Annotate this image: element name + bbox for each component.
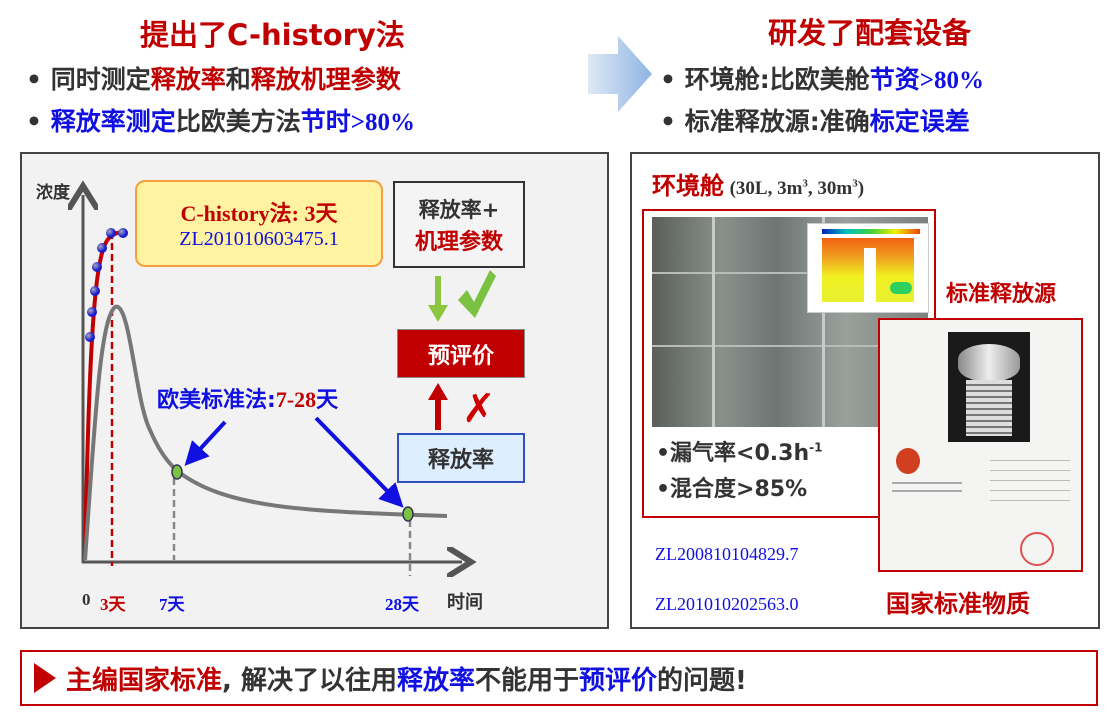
left-title-text: 提出了C-history法	[140, 18, 405, 52]
t: (30L, 3m	[729, 178, 803, 199]
t: , 解决了以往用	[222, 665, 397, 696]
chistory-callout: C-history法: 3天 ZL201010603475.1	[135, 180, 383, 267]
data-point	[92, 262, 102, 272]
t: -1	[809, 440, 823, 455]
standard-source-label: 标准释放源	[946, 282, 1057, 307]
t: 释放率+	[418, 197, 500, 222]
chamber-heading: 环境舱 (30L, 3m3, 30m3)	[652, 166, 864, 201]
tick-0: 0	[82, 590, 91, 609]
right-bullet-1: • 环境舱:比欧美舱节资>80%	[660, 65, 984, 94]
t: 环境舱:比欧美舱	[684, 65, 870, 94]
mixing-degree: •混合度>85%	[656, 477, 808, 502]
standard-method-label: 欧美标准法:7-28天	[157, 382, 338, 414]
t: , 30m	[807, 178, 853, 199]
t: 释放机理参数	[250, 65, 401, 94]
t: 同时测定	[50, 65, 151, 94]
t: 不能用于	[474, 665, 579, 696]
chistory-patent: ZL201010603475.1	[179, 228, 339, 250]
t: 释放率	[396, 665, 475, 696]
leak-rate: •漏气率<0.3h-1	[656, 435, 822, 467]
chistory-title: C-history法: 3天	[180, 201, 338, 226]
t: >80%	[919, 67, 984, 94]
t: 3	[802, 177, 808, 190]
arrow-to-day28	[314, 416, 404, 508]
tick-3days: 3天	[100, 595, 126, 614]
conclusion-text: 主编国家标准, 解决了以往用释放率不能用于预评价的问题!	[66, 660, 747, 697]
seal-icon	[1020, 532, 1054, 566]
data-point	[97, 243, 107, 253]
arrow-to-day7	[184, 420, 227, 466]
patent-1: ZL200810104829.7	[655, 544, 799, 564]
x-axis-label: 时间	[447, 592, 483, 613]
day7-point	[171, 464, 183, 480]
right-title-text: 研发了配套设备	[768, 16, 972, 50]
emblem-icon	[896, 448, 920, 474]
data-point	[106, 228, 116, 238]
t: 释放率	[150, 65, 226, 94]
day28-point	[402, 506, 414, 522]
t: 和	[225, 65, 251, 94]
tick-28days: 28天	[385, 595, 419, 614]
chistory-curve	[83, 230, 126, 561]
t: 的问题!	[657, 665, 747, 696]
t: 机理参数	[414, 229, 503, 255]
t: •漏气率<0.3h	[656, 441, 810, 466]
play-triangle-icon	[34, 663, 56, 693]
national-standard-label: 国家标准物质	[886, 590, 1030, 618]
concentration-diagram: ✗	[0, 0, 496, 630]
t: 3	[852, 177, 858, 190]
rate-plus-params-box: 释放率+ 机理参数	[393, 181, 525, 268]
green-down-arrow-icon	[428, 276, 448, 322]
t: 释放率测定	[50, 107, 176, 136]
t: 欧美标准法:	[157, 388, 276, 413]
t: 标准释放源:准确	[684, 107, 870, 136]
t: >80%	[350, 109, 415, 136]
conclusion-bar: 主编国家标准, 解决了以往用释放率不能用于预评价的问题!	[20, 650, 1098, 706]
t: 比欧美方法	[175, 107, 301, 136]
t: 7-28	[275, 387, 317, 412]
t: 预评价	[578, 665, 657, 696]
t: )	[857, 178, 865, 199]
t: 节资	[869, 65, 920, 94]
emission-source-photo	[948, 332, 1030, 442]
t: 环境舱	[652, 172, 724, 200]
check-icon	[458, 270, 496, 318]
pre-evaluation-box: 预评价	[397, 329, 525, 378]
left-title: 提出了C-history法	[140, 12, 405, 54]
standard-source-frame	[878, 318, 1083, 572]
measurement-points	[85, 228, 128, 342]
data-point	[90, 286, 100, 296]
data-point	[85, 332, 95, 342]
t: 节时	[300, 107, 351, 136]
red-up-arrow-icon	[428, 383, 448, 430]
y-axis-label: 浓度	[36, 183, 70, 203]
right-bullet-2: • 标准释放源:准确标定误差	[660, 107, 970, 136]
left-bullet-1: • 同时测定释放率和释放机理参数	[26, 65, 401, 94]
t: 标定误差	[869, 107, 970, 136]
emission-curve	[83, 304, 448, 561]
left-bullet-2: • 释放率测定比欧美方法节时>80%	[26, 107, 415, 136]
right-title: 研发了配套设备	[768, 10, 971, 52]
cross-icon: ✗	[462, 386, 496, 432]
right-arrow-icon	[588, 36, 652, 112]
t: 主编国家标准	[66, 665, 223, 696]
tick-7days: 7天	[159, 595, 185, 614]
patent-2: ZL201010202563.0	[655, 594, 799, 614]
concentration-contour-inset	[807, 223, 929, 313]
data-point	[118, 228, 128, 238]
data-point	[87, 307, 97, 317]
t: 天	[316, 388, 339, 413]
emission-rate-box: 释放率	[397, 433, 525, 483]
